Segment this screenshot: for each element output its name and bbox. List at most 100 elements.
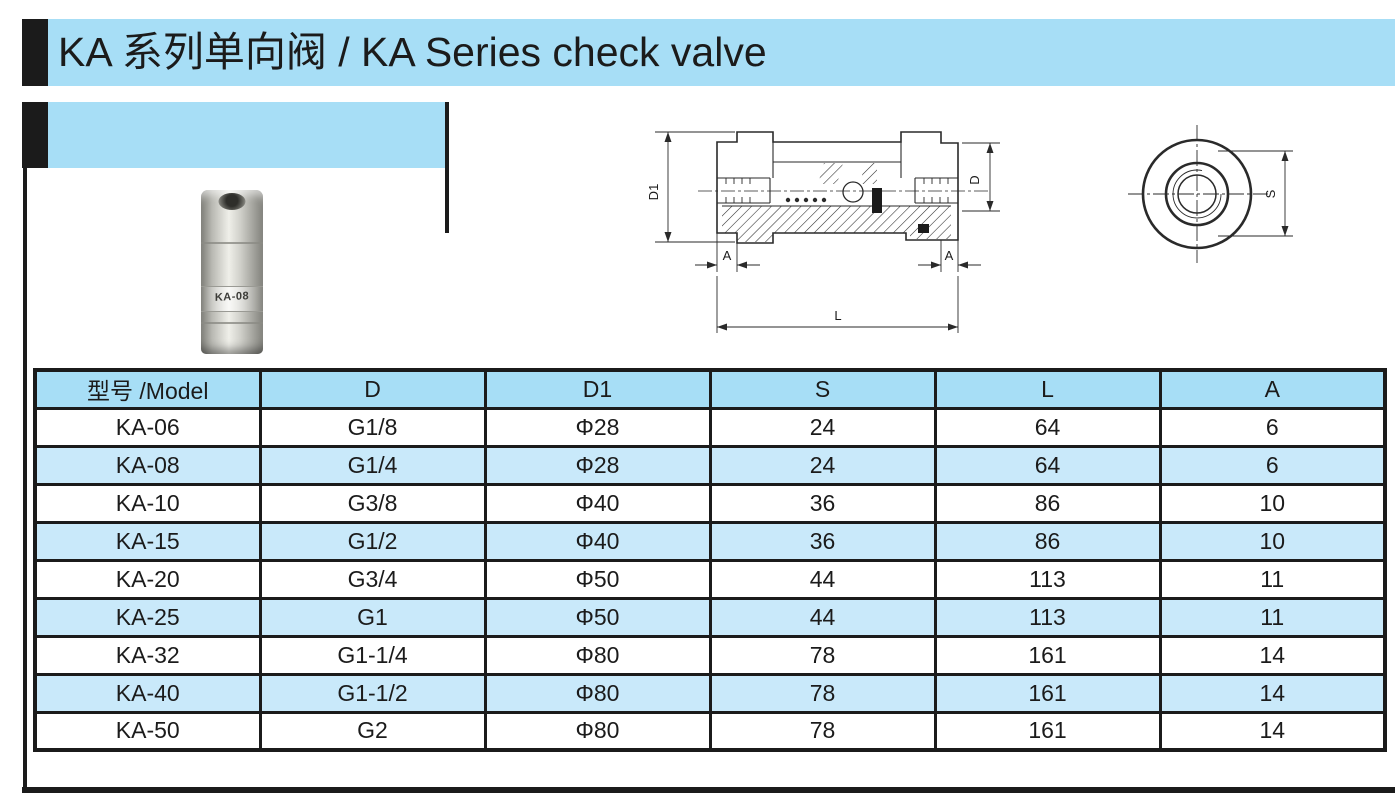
dim-label-d: D [967,175,982,184]
table-row: KA-40 G1-1/2 Φ80 78 161 14 [33,672,1387,714]
dim-d [962,142,1000,212]
cell-a: 11 [1158,558,1387,600]
section-banner [48,102,446,168]
cell-s: 24 [708,406,937,448]
cell-s: 36 [708,520,937,562]
column-header-d: D [258,368,487,410]
cell-model: KA-20 [33,558,262,600]
valve-label-band [201,286,263,312]
dim-label-s: S [1263,189,1278,198]
cell-a: 14 [1158,672,1387,714]
spring-dots [785,197,827,203]
cell-a: 6 [1158,444,1387,486]
cell-d: G1-1/4 [258,634,487,676]
cell-a: 14 [1158,710,1387,752]
dim-l [716,276,959,333]
cell-model: KA-50 [33,710,262,752]
cell-s: 24 [708,444,937,486]
o-ring [918,224,929,233]
cell-l: 64 [933,406,1162,448]
cell-l: 64 [933,444,1162,486]
cell-d: G1/2 [258,520,487,562]
cell-d1: Φ28 [483,406,712,448]
side-view-diagram: D1 D A A L [646,131,1000,333]
cell-s: 36 [708,482,937,524]
cell-d1: Φ80 [483,672,712,714]
thread-ticks-right [923,178,949,203]
cell-s: 78 [708,710,937,752]
cell-s: 44 [708,558,937,600]
column-header-model: 型号 /Model [33,368,262,410]
valve-port-hole [218,193,246,210]
page-frame-bottom [22,787,1395,793]
page-title: KA 系列单向阀 / KA Series check valve [58,29,767,75]
table-row: KA-50 G2 Φ80 78 161 14 [33,710,1387,752]
cell-s: 78 [708,634,937,676]
cell-d: G1/8 [258,406,487,448]
title-accent-block [22,19,48,86]
table-row: KA-32 G1-1/4 Φ80 78 161 14 [33,634,1387,676]
column-header-a: A [1158,368,1387,410]
cell-model: KA-25 [33,596,262,638]
cell-d: G1 [258,596,487,638]
valve-groove [201,322,263,324]
valve-groove [201,242,263,244]
cell-l: 161 [933,634,1162,676]
cell-d1: Φ50 [483,596,712,638]
dim-label-d1: D1 [646,184,661,201]
table-row: KA-06 G1/8 Φ28 24 64 6 [33,406,1387,448]
cell-l: 113 [933,596,1162,638]
cell-d1: Φ40 [483,482,712,524]
cell-model: KA-32 [33,634,262,676]
cell-a: 11 [1158,596,1387,638]
cell-a: 14 [1158,634,1387,676]
section-hatch [722,206,951,233]
cell-d: G3/4 [258,558,487,600]
dim-s [1218,150,1293,237]
column-header-l: L [933,368,1162,410]
spec-table: 型号 /Model D D1 S L A KA-06 G1/8 Φ28 24 64 6 K… [33,368,1387,752]
table-row: KA-08 G1/4 Φ28 24 64 6 [33,444,1387,486]
thread-ticks-left [725,178,751,203]
end-view-diagram: S [1128,125,1293,263]
title-banner: KA 系列单向阀 / KA Series check valve [48,19,1395,86]
cell-a: 6 [1158,406,1387,448]
cell-d1: Φ28 [483,444,712,486]
cell-l: 86 [933,520,1162,562]
seal [872,188,882,213]
dim-label-a-right: A [945,248,954,263]
dim-label-a-left: A [723,248,732,263]
column-header-s: S [708,368,937,410]
cell-model: KA-40 [33,672,262,714]
cell-l: 113 [933,558,1162,600]
section-divider [445,102,449,233]
table-row: KA-20 G3/4 Φ50 44 113 11 [33,558,1387,600]
table-row: KA-25 G1 Φ50 44 113 11 [33,596,1387,638]
cell-d1: Φ50 [483,558,712,600]
dim-label-l: L [834,308,841,323]
table-row: KA-15 G1/2 Φ40 36 86 10 [33,520,1387,562]
cell-model: KA-10 [33,482,262,524]
section-accent-block [22,102,48,168]
cell-s: 78 [708,672,937,714]
table-row: KA-10 G3/8 Φ40 36 86 10 [33,482,1387,524]
product-photo: KA-08 [201,190,263,354]
cell-a: 10 [1158,482,1387,524]
cell-l: 161 [933,672,1162,714]
cell-d: G3/8 [258,482,487,524]
dim-d1 [655,131,735,243]
cell-d1: Φ80 [483,710,712,752]
cell-model: KA-06 [33,406,262,448]
cell-d: G1-1/2 [258,672,487,714]
cell-model: KA-15 [33,520,262,562]
cell-d: G2 [258,710,487,752]
cell-l: 161 [933,710,1162,752]
column-header-d1: D1 [483,368,712,410]
cell-model: KA-08 [33,444,262,486]
cell-l: 86 [933,482,1162,524]
table-header-row: 型号 /Model D D1 S L A [33,368,1387,410]
page-frame-left [23,168,27,793]
cell-d1: Φ40 [483,520,712,562]
cell-a: 10 [1158,520,1387,562]
check-ball [842,181,864,203]
